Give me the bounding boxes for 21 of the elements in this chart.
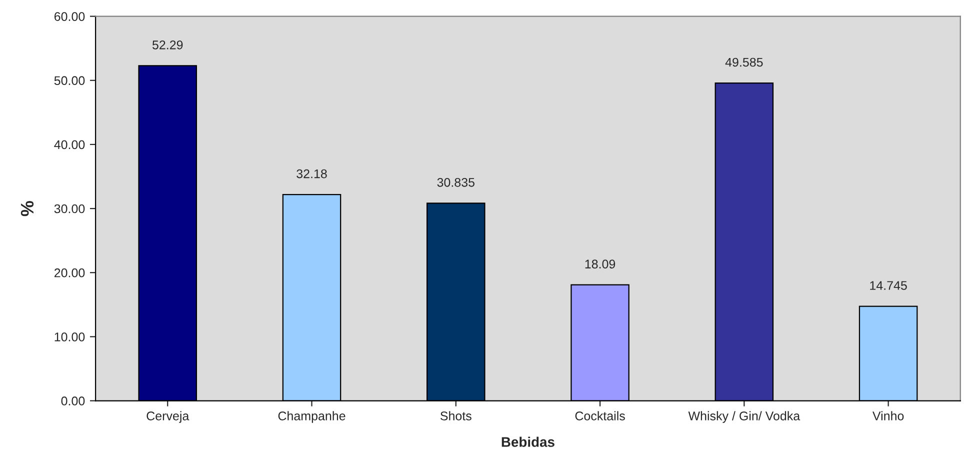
data-label: 30.835 [437,178,474,187]
data-label: 14.745 [870,281,907,290]
x-tick-label: Cocktails [575,411,625,420]
data-label: 32.18 [296,169,327,178]
x-axis-title: Bebidas [502,436,554,447]
y-tick-label: 20.00 [54,268,85,278]
y-tick-label: 60.00 [54,12,85,21]
x-tick-label: Cerveja [146,411,190,423]
y-tick-label: 30.00 [54,204,85,214]
y-tick-label: 10.00 [54,332,85,342]
x-tick-label: Vinho [872,411,904,420]
x-tick-label: Shots [440,411,472,420]
data-label: 49.585 [725,58,763,67]
x-tick-label: Champanhe [278,411,346,423]
x-tick-label: Whisky / Gin/ Vodka [688,411,800,423]
data-label: 52.29 [152,40,183,50]
y-tick-label: 50.00 [54,76,85,86]
data-label: 18.09 [585,260,616,268]
y-tick-label: 40.00 [54,140,85,150]
y-tick-label: 0.00 [61,396,85,406]
y-axis-title: % [20,200,34,216]
